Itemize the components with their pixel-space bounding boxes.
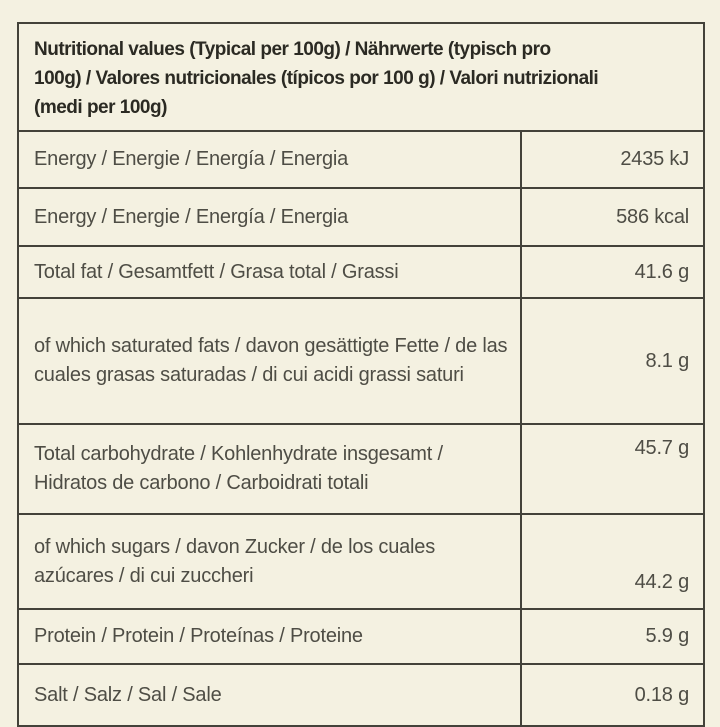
row-value: 44.2 g	[520, 513, 705, 610]
row-value: 586 kcal	[520, 187, 705, 247]
header-line-1: Nutritional values (Typical per 100g) / …	[34, 38, 551, 60]
row-label: Total carbohydrate / Kohlenhydrate insge…	[17, 423, 522, 515]
nutrition-table: Nutritional values (Typical per 100g) / …	[17, 22, 705, 727]
table-row: of which sugars / davon Zucker / de los …	[17, 513, 705, 610]
table-header-row: Nutritional values (Typical per 100g) / …	[17, 22, 705, 132]
row-label: of which sugars / davon Zucker / de los …	[17, 513, 522, 610]
table-row: Total fat / Gesamtfett / Grasa total / G…	[17, 245, 705, 299]
row-label: Salt / Salz / Sal / Sale	[17, 663, 522, 727]
row-label: Total fat / Gesamtfett / Grasa total / G…	[17, 245, 522, 299]
row-value: 8.1 g	[520, 297, 705, 425]
row-value: 5.9 g	[520, 608, 705, 665]
table-row: Total carbohydrate / Kohlenhydrate insge…	[17, 423, 705, 515]
row-value: 0.18 g	[520, 663, 705, 727]
row-label: Protein / Protein / Proteínas / Proteine	[17, 608, 522, 665]
table-row: Salt / Salz / Sal / Sale 0.18 g	[17, 663, 705, 727]
header-line-2: 100g) / Valores nutricionales (típicos p…	[34, 67, 599, 89]
header-line-3: (medi per 100g)	[34, 96, 167, 118]
table-row: Energy / Energie / Energía / Energia 586…	[17, 187, 705, 247]
nutrition-label-page: { "colors": { "background": "#f4f1e1", "…	[17, 22, 705, 727]
table-row: Protein / Protein / Proteínas / Proteine…	[17, 608, 705, 665]
row-value: 45.7 g	[520, 423, 705, 515]
row-value: 2435 kJ	[520, 130, 705, 189]
table-row: Energy / Energie / Energía / Energia 243…	[17, 130, 705, 189]
row-label: Energy / Energie / Energía / Energia	[17, 130, 522, 189]
table-header: Nutritional values (Typical per 100g) / …	[17, 22, 705, 132]
row-value: 41.6 g	[520, 245, 705, 299]
row-label: of which saturated fats / davon gesättig…	[17, 297, 522, 425]
row-label: Energy / Energie / Energía / Energia	[17, 187, 522, 247]
table-row: of which saturated fats / davon gesättig…	[17, 297, 705, 425]
